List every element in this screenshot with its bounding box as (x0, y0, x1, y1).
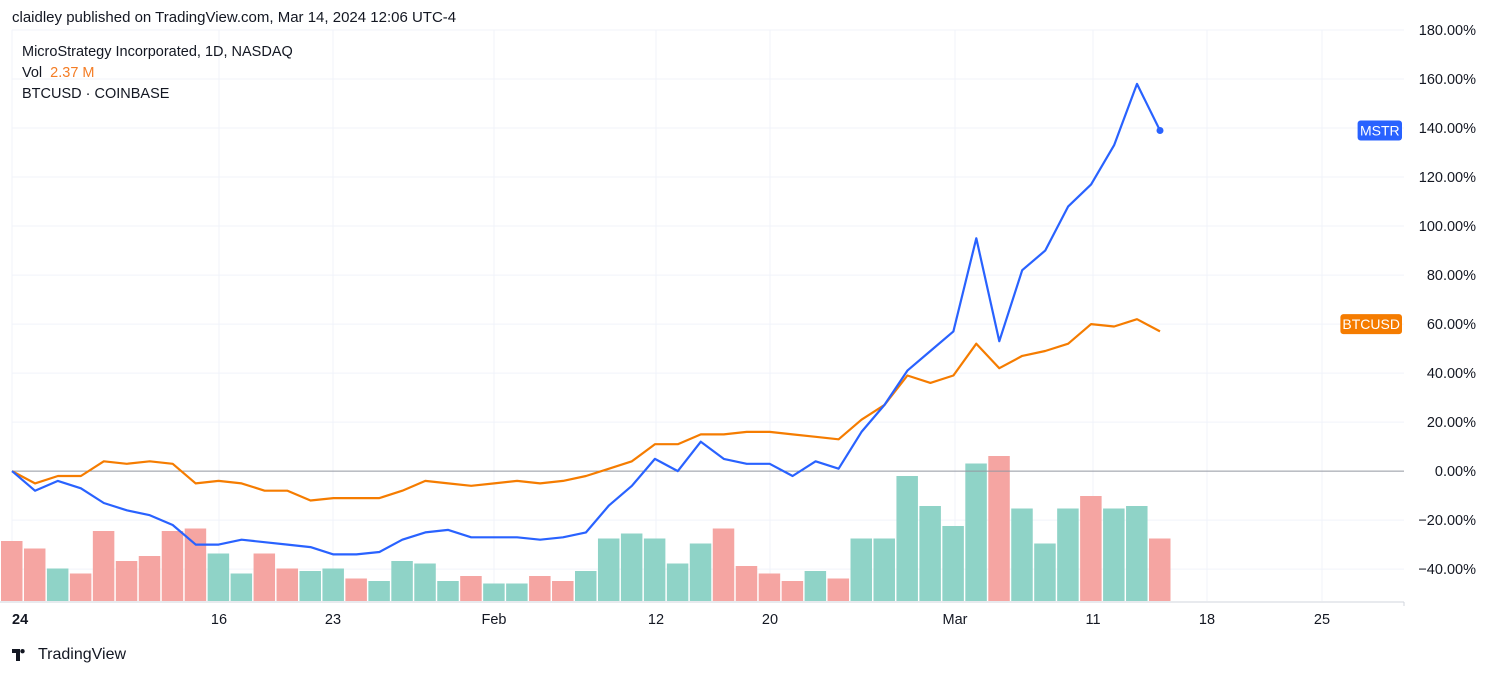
volume-bar (299, 571, 321, 601)
x-tick-label: 20 (762, 612, 778, 628)
y-tick-label: 80.00% (1427, 268, 1476, 284)
x-tick-label: 12 (648, 612, 664, 628)
mstr-last-point (1156, 126, 1164, 134)
brand-name: TradingView (38, 646, 127, 663)
volume-bar (575, 571, 597, 601)
price-tag-btcusd[interactable]: BTCUSD (1340, 314, 1402, 335)
chart-legend: MicroStrategy Incorporated, 1D, NASDAQ V… (22, 42, 293, 105)
volume-bar (230, 573, 253, 601)
volume-bar (253, 553, 276, 601)
y-tick-label: 180.00% (1419, 23, 1476, 39)
volume-bar (712, 528, 735, 601)
published-byline: claidley published on TradingView.com, M… (12, 9, 457, 26)
volume-bar (1080, 496, 1102, 601)
volume-bar (919, 506, 941, 601)
legend-main-symbol[interactable]: MicroStrategy Incorporated, 1D, NASDAQ (22, 42, 293, 63)
volume-bar (552, 581, 574, 601)
volume-bar (115, 561, 138, 601)
y-tick-label: 0.00% (1435, 464, 1476, 480)
y-tick-label: −20.00% (1418, 513, 1476, 529)
x-tick-label: 25 (1314, 612, 1330, 628)
volume-bar (643, 538, 666, 601)
volume-bar (368, 581, 390, 601)
grid (11, 29, 1404, 601)
volume-bar (276, 568, 299, 601)
tradingview-logo-icon (12, 649, 25, 661)
series-line-mstr[interactable] (11, 82, 1161, 556)
volume-label: Vol (22, 65, 43, 81)
y-tick-label: 160.00% (1419, 72, 1476, 88)
volume-bar (345, 578, 367, 601)
volume-bar (1, 541, 23, 601)
x-tick-label: 23 (325, 612, 341, 628)
x-tick-label: Mar (943, 612, 968, 628)
y-tick-label: 100.00% (1419, 219, 1476, 235)
y-tick-label: 140.00% (1419, 121, 1476, 137)
volume-bar (23, 548, 46, 601)
volume-bar (1011, 508, 1033, 601)
volume-bar (988, 456, 1010, 601)
volume-bar (46, 568, 69, 601)
y-tick-label: 60.00% (1427, 317, 1476, 333)
volume-bar (506, 583, 528, 601)
volume-bar (184, 528, 207, 601)
y-axis-labels: 180.00% 160.00% 140.00% 120.00% 100.00% 80.00… (1418, 23, 1476, 578)
price-tag-mstr[interactable]: MSTR (1357, 120, 1402, 141)
volume-bar (781, 581, 804, 601)
volume-bar (965, 463, 987, 601)
price-tag-label: MSTR (1360, 122, 1400, 138)
price-tag-label: BTCUSD (1342, 316, 1400, 332)
volume-bar (597, 538, 620, 601)
volume-bar (437, 581, 459, 601)
x-tick-label: 11 (1085, 612, 1100, 628)
price-tag-bg (1340, 314, 1402, 335)
volume-bar (69, 573, 92, 601)
volume-bar (92, 531, 115, 601)
volume-bar (827, 578, 850, 601)
volume-bar (942, 526, 964, 601)
volume-bar (483, 583, 505, 601)
x-axis-labels: 24 16 23 Feb 12 20 Mar 11 18 25 (12, 612, 1330, 628)
y-tick-label: 120.00% (1419, 170, 1476, 186)
legend-compare-symbol[interactable]: BTCUSD · COINBASE (22, 84, 293, 105)
x-tick-label: Feb (482, 612, 507, 628)
volume-bar (1057, 508, 1079, 601)
volume-bar (138, 556, 161, 601)
legend-volume[interactable]: Vol 2.37 M (22, 63, 293, 84)
volume-bar (804, 571, 827, 601)
volume-bar (322, 568, 344, 601)
volume-bar (460, 576, 482, 601)
y-tick-label: 40.00% (1427, 366, 1476, 382)
volume-bar (689, 543, 712, 601)
volume-bar (620, 533, 643, 601)
x-tick-label: 18 (1199, 612, 1215, 628)
volume-bar (391, 561, 413, 601)
price-tag-bg (1357, 120, 1402, 141)
y-tick-label: −40.00% (1418, 562, 1476, 578)
volume-bar (873, 538, 895, 601)
compare-symbol-label: BTCUSD · COINBASE (22, 86, 170, 102)
volume-bar (850, 538, 873, 601)
x-tick-label: 24 (12, 612, 28, 628)
volume-bar (1103, 508, 1125, 601)
x-tick-label: 16 (211, 612, 227, 628)
volume-bar (1149, 538, 1171, 601)
volume-bar (207, 553, 230, 601)
volume-value: 2.37 M (50, 65, 95, 81)
volume-bar (529, 576, 551, 601)
volume-bar (666, 563, 689, 601)
tradingview-brand[interactable]: TradingView (12, 646, 126, 664)
volume-bar (1034, 543, 1056, 601)
y-tick-label: 20.00% (1427, 415, 1476, 431)
volume-bars (1, 456, 1171, 601)
volume-bar (758, 573, 781, 601)
volume-bar (735, 566, 758, 601)
volume-bar (161, 531, 184, 601)
volume-bar (1126, 506, 1148, 601)
series-line-btcusd[interactable] (11, 318, 1161, 502)
volume-bar (414, 563, 436, 601)
volume-bar (896, 476, 918, 601)
main-symbol-label: MicroStrategy Incorporated, 1D, NASDAQ (22, 44, 293, 60)
